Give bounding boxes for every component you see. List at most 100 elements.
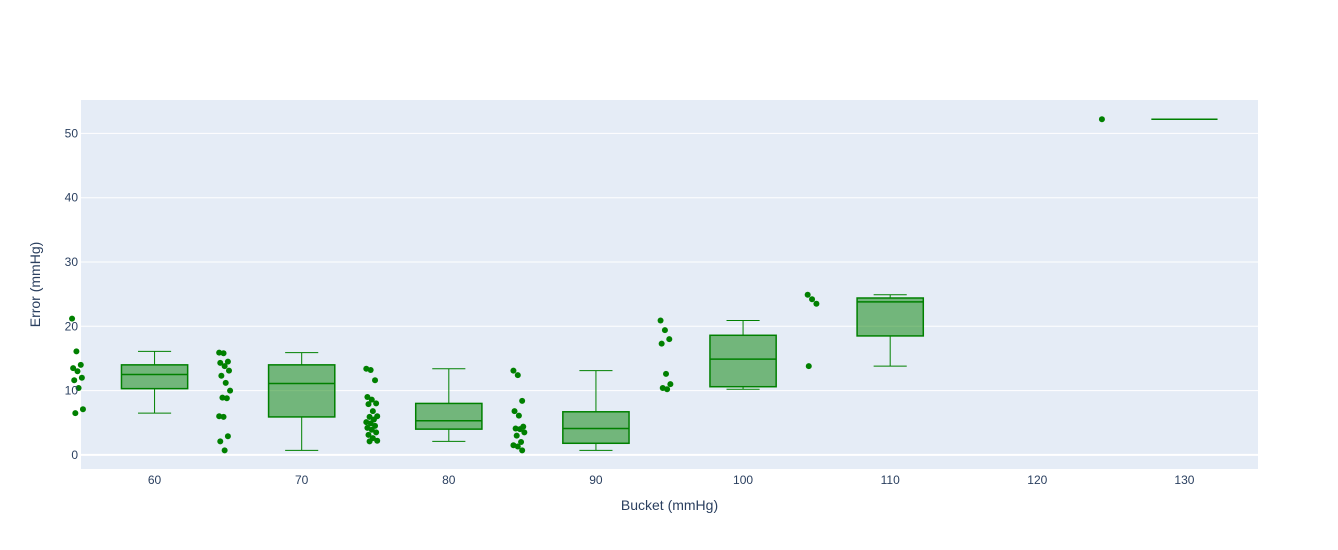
data-point[interactable] — [663, 370, 670, 377]
y-tick-label: 30 — [65, 255, 79, 269]
box-80[interactable] — [414, 368, 483, 442]
data-point[interactable] — [73, 348, 80, 355]
data-point[interactable] — [226, 367, 233, 374]
data-point[interactable] — [368, 396, 375, 403]
points-100[interactable] — [657, 317, 674, 393]
data-point[interactable] — [373, 429, 380, 436]
data-point[interactable] — [69, 315, 76, 322]
data-point[interactable] — [75, 385, 82, 391]
data-point[interactable] — [220, 350, 227, 357]
points-110[interactable] — [804, 291, 820, 370]
y-tick-label: 10 — [65, 384, 79, 398]
points-series[interactable] — [69, 116, 1105, 454]
data-point[interactable] — [366, 413, 373, 420]
box-body[interactable] — [267, 364, 336, 418]
box-body[interactable] — [562, 411, 630, 445]
box-60[interactable] — [120, 350, 189, 414]
box-70[interactable] — [267, 352, 336, 451]
data-point[interactable] — [369, 408, 376, 415]
x-tick-label: 100 — [733, 473, 753, 487]
data-point[interactable] — [372, 377, 379, 384]
y-axis-title: Error (mmHg) — [27, 242, 43, 328]
y-axis-tick-labels: 0 10 20 30 40 50 — [65, 126, 79, 461]
x-tick-label: 90 — [589, 473, 603, 487]
data-point[interactable] — [77, 361, 84, 368]
data-point[interactable] — [514, 443, 521, 450]
data-point[interactable] — [516, 426, 523, 433]
data-point[interactable] — [221, 363, 228, 370]
data-point[interactable] — [374, 437, 381, 444]
points-130[interactable] — [1098, 116, 1105, 123]
data-point[interactable] — [804, 291, 811, 298]
data-point[interactable] — [805, 363, 812, 370]
data-point[interactable] — [221, 447, 228, 454]
data-point[interactable] — [70, 365, 77, 372]
points-60[interactable] — [69, 315, 86, 417]
data-point[interactable] — [518, 439, 525, 445]
y-tick-label: 50 — [65, 126, 79, 140]
points-70[interactable] — [216, 349, 234, 454]
data-point[interactable] — [510, 367, 517, 374]
y-tick-label: 20 — [65, 319, 79, 333]
data-point[interactable] — [664, 386, 671, 393]
data-point[interactable] — [224, 358, 231, 365]
x-tick-label: 70 — [295, 473, 309, 487]
x-axis-tick-labels: 60 70 80 90 100 110 120 130 — [148, 473, 1195, 487]
data-point[interactable] — [667, 381, 674, 388]
data-point[interactable] — [367, 367, 374, 373]
box-body[interactable] — [856, 297, 925, 337]
data-point[interactable] — [222, 379, 229, 386]
box-series[interactable] — [120, 118, 1218, 451]
data-point[interactable] — [511, 408, 518, 415]
data-point[interactable] — [227, 387, 234, 394]
data-point[interactable] — [813, 300, 820, 307]
data-point[interactable] — [365, 431, 372, 438]
data-point[interactable] — [223, 395, 230, 402]
data-point[interactable] — [657, 317, 664, 324]
data-point[interactable] — [72, 410, 79, 417]
box-90[interactable] — [562, 370, 630, 451]
data-point[interactable] — [364, 394, 371, 400]
y-tick-label: 0 — [71, 448, 78, 462]
y-tick-label: 40 — [65, 191, 79, 205]
data-point[interactable] — [217, 438, 224, 445]
x-tick-label: 120 — [1027, 473, 1047, 487]
data-point[interactable] — [519, 447, 526, 454]
box-body[interactable] — [414, 402, 483, 430]
data-point[interactable] — [1098, 116, 1105, 123]
data-point[interactable] — [368, 426, 375, 433]
data-point[interactable] — [367, 420, 374, 427]
data-point[interactable] — [666, 336, 673, 343]
data-point[interactable] — [79, 406, 86, 413]
data-point[interactable] — [217, 359, 224, 366]
data-point[interactable] — [220, 413, 227, 420]
data-point[interactable] — [366, 438, 373, 445]
box-100[interactable] — [709, 320, 777, 390]
x-tick-label: 60 — [148, 473, 162, 487]
points-90[interactable] — [510, 367, 528, 454]
data-point[interactable] — [515, 412, 522, 419]
box-body[interactable] — [709, 334, 777, 388]
y-gridlines — [81, 132, 1258, 392]
x-tick-label: 80 — [442, 473, 456, 487]
data-point[interactable] — [74, 368, 81, 375]
data-point[interactable] — [658, 340, 665, 347]
data-point[interactable] — [78, 374, 85, 381]
x-tick-label: 130 — [1174, 473, 1194, 487]
data-point[interactable] — [218, 372, 225, 379]
data-point[interactable] — [224, 433, 231, 440]
box-110[interactable] — [856, 294, 925, 367]
data-point[interactable] — [809, 296, 816, 303]
data-point[interactable] — [513, 432, 520, 439]
data-point[interactable] — [71, 377, 78, 384]
data-point[interactable] — [514, 372, 521, 379]
points-80[interactable] — [363, 365, 381, 445]
data-point[interactable] — [661, 327, 668, 334]
data-point[interactable] — [521, 429, 528, 436]
data-point[interactable] — [365, 401, 372, 408]
data-point[interactable] — [373, 400, 380, 407]
box-body[interactable] — [120, 364, 189, 390]
data-point[interactable] — [519, 397, 526, 404]
x-tick-label: 110 — [881, 473, 900, 487]
